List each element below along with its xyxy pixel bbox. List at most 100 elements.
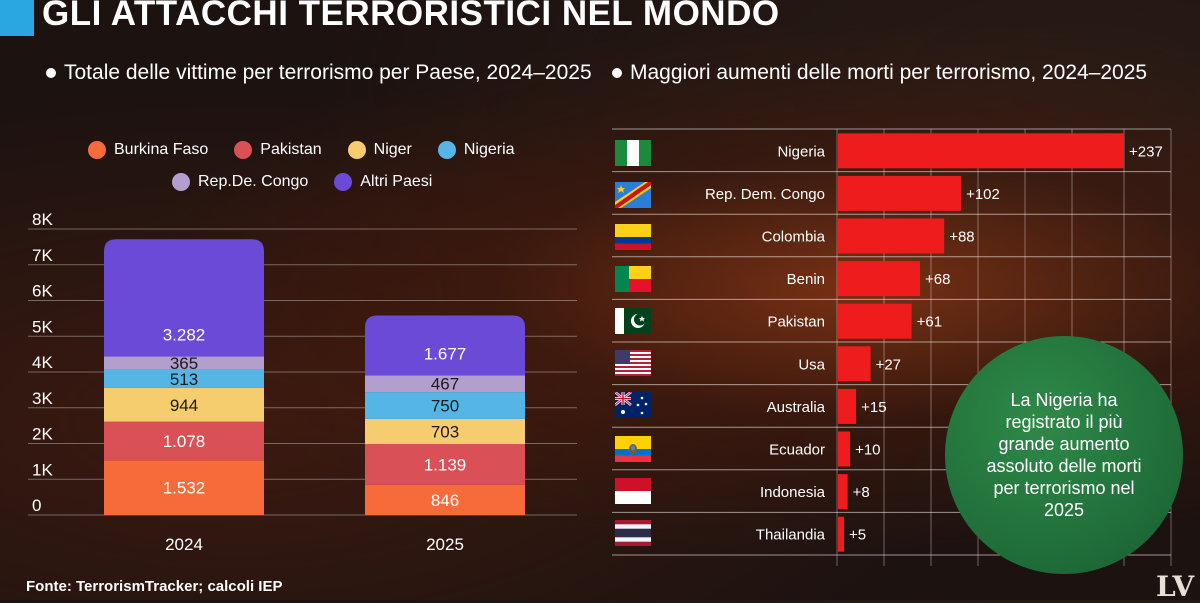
horizontal-bar [838,474,848,510]
page-title: GLI ATTACCHI TERRORISTICI NEL MONDO [42,0,780,33]
legend-item-rep-de-congo: Rep.De. Congo [172,173,308,191]
legend-item-niger: Niger [347,141,412,159]
data-label: +15 [861,399,886,416]
data-label: 944 [170,396,198,415]
x-category-label: 2025 [426,535,464,554]
y-tick-label: 6K [32,282,53,301]
legend-swatch-icon [437,141,456,159]
y-tick-label: 5K [32,317,53,336]
horizontal-bar [838,388,857,424]
left-chart-subtitle: Totale delle vittime per terrorismo per … [46,60,592,86]
country-label: Pakistan [767,314,825,331]
country-label: Nigeria [777,143,825,160]
data-label: 1.532 [163,479,206,498]
header-accent-bar [0,0,34,36]
x-category-label: 2024 [165,535,203,554]
legend-swatch-icon [172,173,190,191]
stacked-bar-segment [104,421,264,461]
data-label: 703 [431,422,459,441]
data-label: +68 [925,271,950,288]
legend-item-altri-paesi: Altri Paesi [334,173,432,191]
ecuador-flag-icon [615,436,651,462]
y-tick-label: 7K [32,246,53,265]
source-note: Fonte: TerrorismTracker; calcoli IEP [26,578,283,595]
stacked-bar-segment [365,315,525,376]
legend-swatch-icon [88,141,106,159]
legend-label: Burkina Faso [114,141,209,158]
stacked-bar-segment [104,369,264,388]
data-label: +8 [853,484,870,501]
horizontal-bar [838,133,1124,169]
legend-item-burkina-faso: Burkina Faso [88,141,208,159]
data-label: +5 [849,527,866,544]
benin-flag-icon [615,266,651,292]
left-chart-title: Totale delle vittime per terrorismo per … [64,61,592,84]
y-tick-label: 2K [32,425,53,444]
data-label: 1.677 [424,344,467,363]
usa-flag-icon [615,350,651,376]
data-label: +27 [876,356,901,373]
legend-label: Rep.De. Congo [198,173,309,190]
y-tick-label: 4K [32,353,53,372]
data-label: 846 [431,491,459,510]
y-tick-label: 3K [32,389,53,408]
horizontal-bar [838,261,921,297]
data-label: +61 [917,314,942,331]
data-label: 1.139 [424,455,467,474]
y-tick-label: 0 [32,496,41,515]
data-label: 513 [170,370,198,389]
y-tick-label: 1K [32,460,53,479]
stacked-bar-segment [365,375,525,393]
stacked-bar-segment [104,460,264,515]
horizontal-bar [838,431,851,467]
data-label: 365 [170,354,198,373]
data-label: 1.078 [163,432,206,451]
country-label: Ecuador [769,442,825,459]
country-label: Colombia [762,229,826,246]
country-label: Rep. Dem. Congo [705,186,825,203]
y-tick-label: 8K [32,210,53,229]
stacked-bar-segment [104,387,264,422]
congo-flag-icon [615,182,651,208]
callout-bubble: La Nigeria ha registrato il più grande a… [945,336,1183,574]
country-label: Thailandia [756,527,826,544]
right-chart-subtitle: Maggiori aumenti delle morti per terrori… [612,60,1150,86]
stacked-bar-segment [104,239,264,357]
data-label: +237 [1129,143,1163,160]
stacked-bar-segment [365,484,525,515]
legend-item-nigeria: Nigeria [437,141,515,159]
indonesia-flag-icon [615,478,651,504]
horizontal-bar [838,175,962,211]
nigeria-flag-icon [615,140,651,166]
horizontal-bar [838,346,871,382]
stacked-bar-segment [365,418,525,445]
bullet-dot-icon [46,68,56,78]
data-label: 3.282 [163,326,206,345]
callout-text: La Nigeria ha registrato il più grande a… [986,390,1142,520]
legend-swatch-icon [334,173,353,191]
australia-flag-icon [615,392,651,418]
bullet-dot-icon [612,68,622,78]
legend-label: Niger [373,141,412,158]
legend-swatch-icon [234,141,253,159]
data-label: 750 [431,396,459,415]
horizontal-bar [838,218,945,254]
legend-swatch-icon [347,141,366,159]
data-label: +10 [855,442,880,459]
colombia-flag-icon [615,224,651,250]
pakistan-flag-icon [615,308,651,334]
country-label: Usa [798,356,825,373]
country-label: Benin [787,271,825,288]
lv-logo: LV [1156,570,1195,603]
stacked-bar-segment [104,356,264,370]
legend-item-pakistan: Pakistan [234,141,322,159]
thailand-flag-icon [615,520,651,546]
stacked-bar-segment [365,444,525,485]
data-label: 467 [431,375,459,394]
country-label: Australia [767,399,826,416]
stacked-bar-segment [365,392,525,419]
data-label: +88 [949,229,974,246]
right-chart-title: Maggiori aumenti delle morti per terrori… [630,61,1148,84]
legend-label: Pakistan [260,141,322,158]
legend-label: Altri Paesi [360,173,433,190]
